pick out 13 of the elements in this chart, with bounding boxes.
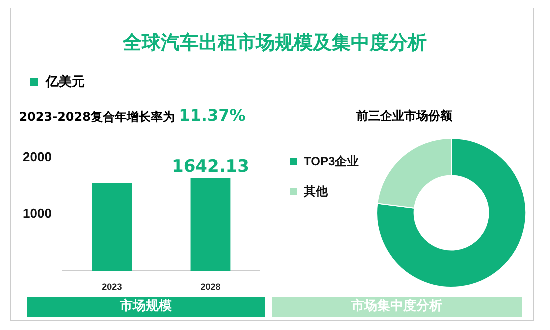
data-label: 1642.13 <box>172 157 250 178</box>
x-tick-label: 2023 <box>102 282 122 292</box>
x-tick-label: 2028 <box>200 282 221 292</box>
y-tick-label: 2000 <box>23 150 52 165</box>
chart-subtitle: 2023-2028复合年增长率为 11.37% <box>19 106 246 125</box>
text: 市场集中度分析 <box>272 297 522 317</box>
legend-label: TOP3企业 <box>304 154 360 168</box>
text: 市场规模 <box>27 297 265 317</box>
chart-title: 前三企业市场份额 <box>356 108 454 125</box>
legend-label: 其他 <box>303 184 329 198</box>
y-tick-label: 1000 <box>23 206 52 222</box>
chart-title: 全球汽车出租市场规模及集中度分析 <box>122 31 428 56</box>
y-axis-title: 亿美元 <box>46 74 85 91</box>
